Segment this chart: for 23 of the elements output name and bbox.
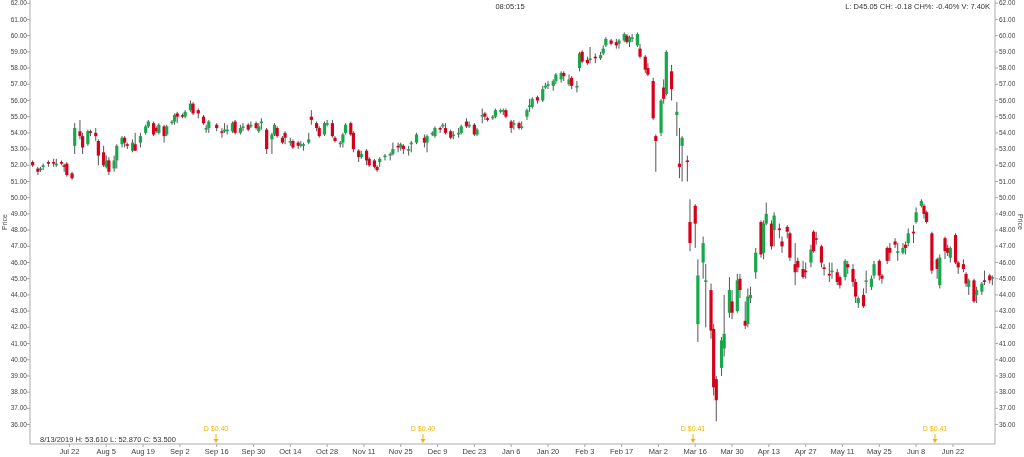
candlestick (669, 64, 674, 101)
candlestick (630, 33, 634, 43)
candlestick (391, 142, 395, 157)
candlestick (675, 101, 679, 137)
candlestick (677, 127, 682, 179)
candlestick (575, 80, 579, 93)
candlestick (96, 138, 100, 166)
candlestick (265, 127, 269, 155)
candlestick (864, 270, 868, 294)
candlestick (654, 134, 658, 173)
candlestick (685, 155, 689, 182)
candlestick (220, 127, 224, 139)
candlestick (688, 198, 692, 252)
candlestick (241, 122, 245, 132)
candlestick (567, 74, 571, 87)
candlestick (693, 203, 697, 249)
candlestick (754, 247, 758, 280)
candlestick (73, 122, 77, 155)
candlestick (801, 260, 805, 280)
candlestick (475, 127, 479, 137)
candlestick (922, 203, 926, 220)
candlestick (861, 287, 866, 309)
candlestick (609, 38, 613, 46)
